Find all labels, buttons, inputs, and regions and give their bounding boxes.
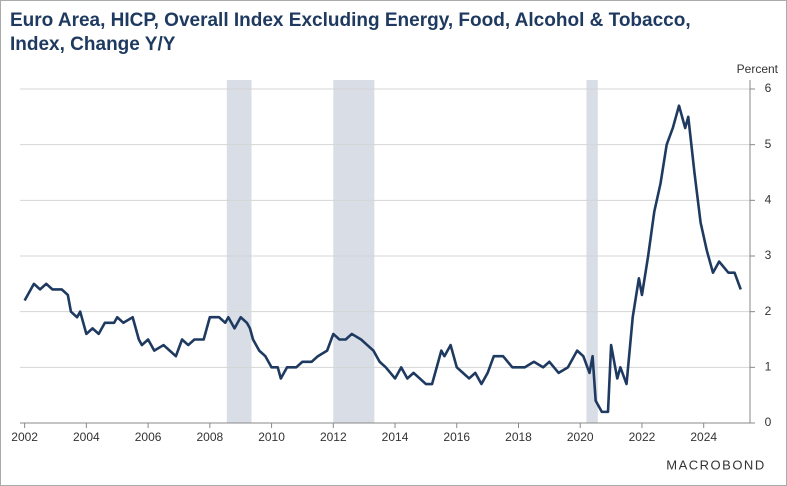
y-tick-label: 1 <box>765 360 772 374</box>
x-tick-label: 2020 <box>567 430 594 444</box>
chart-title: Index, Change Y/Y <box>10 34 176 55</box>
y-tick-label: 3 <box>765 248 772 262</box>
chart-title: Euro Area, HICP, Overall Index Excluding… <box>10 10 691 31</box>
y-tick-label: 5 <box>765 137 772 151</box>
y-tick-label: 4 <box>765 193 772 207</box>
y-tick-label: 0 <box>765 415 772 429</box>
x-tick-label: 2018 <box>505 430 532 444</box>
y-tick-label: 6 <box>765 81 772 95</box>
x-tick-label: 2010 <box>258 430 285 444</box>
logo: MACROBOND <box>666 457 765 472</box>
x-tick-label: 2008 <box>196 430 223 444</box>
shaded-period <box>586 80 598 423</box>
x-tick-label: 2002 <box>11 430 38 444</box>
x-tick-label: 2014 <box>382 430 409 444</box>
x-tick-label: 2012 <box>320 430 347 444</box>
y-tick-label: 2 <box>765 304 772 318</box>
y-axis-label: Percent <box>737 62 779 76</box>
x-tick-label: 2004 <box>73 430 100 444</box>
x-tick-label: 2022 <box>629 430 656 444</box>
x-tick-label: 2024 <box>690 430 717 444</box>
shaded-period <box>226 80 252 423</box>
x-tick-label: 2016 <box>443 430 470 444</box>
shaded-period <box>333 80 375 423</box>
x-tick-label: 2006 <box>135 430 162 444</box>
data-line <box>23 104 742 414</box>
